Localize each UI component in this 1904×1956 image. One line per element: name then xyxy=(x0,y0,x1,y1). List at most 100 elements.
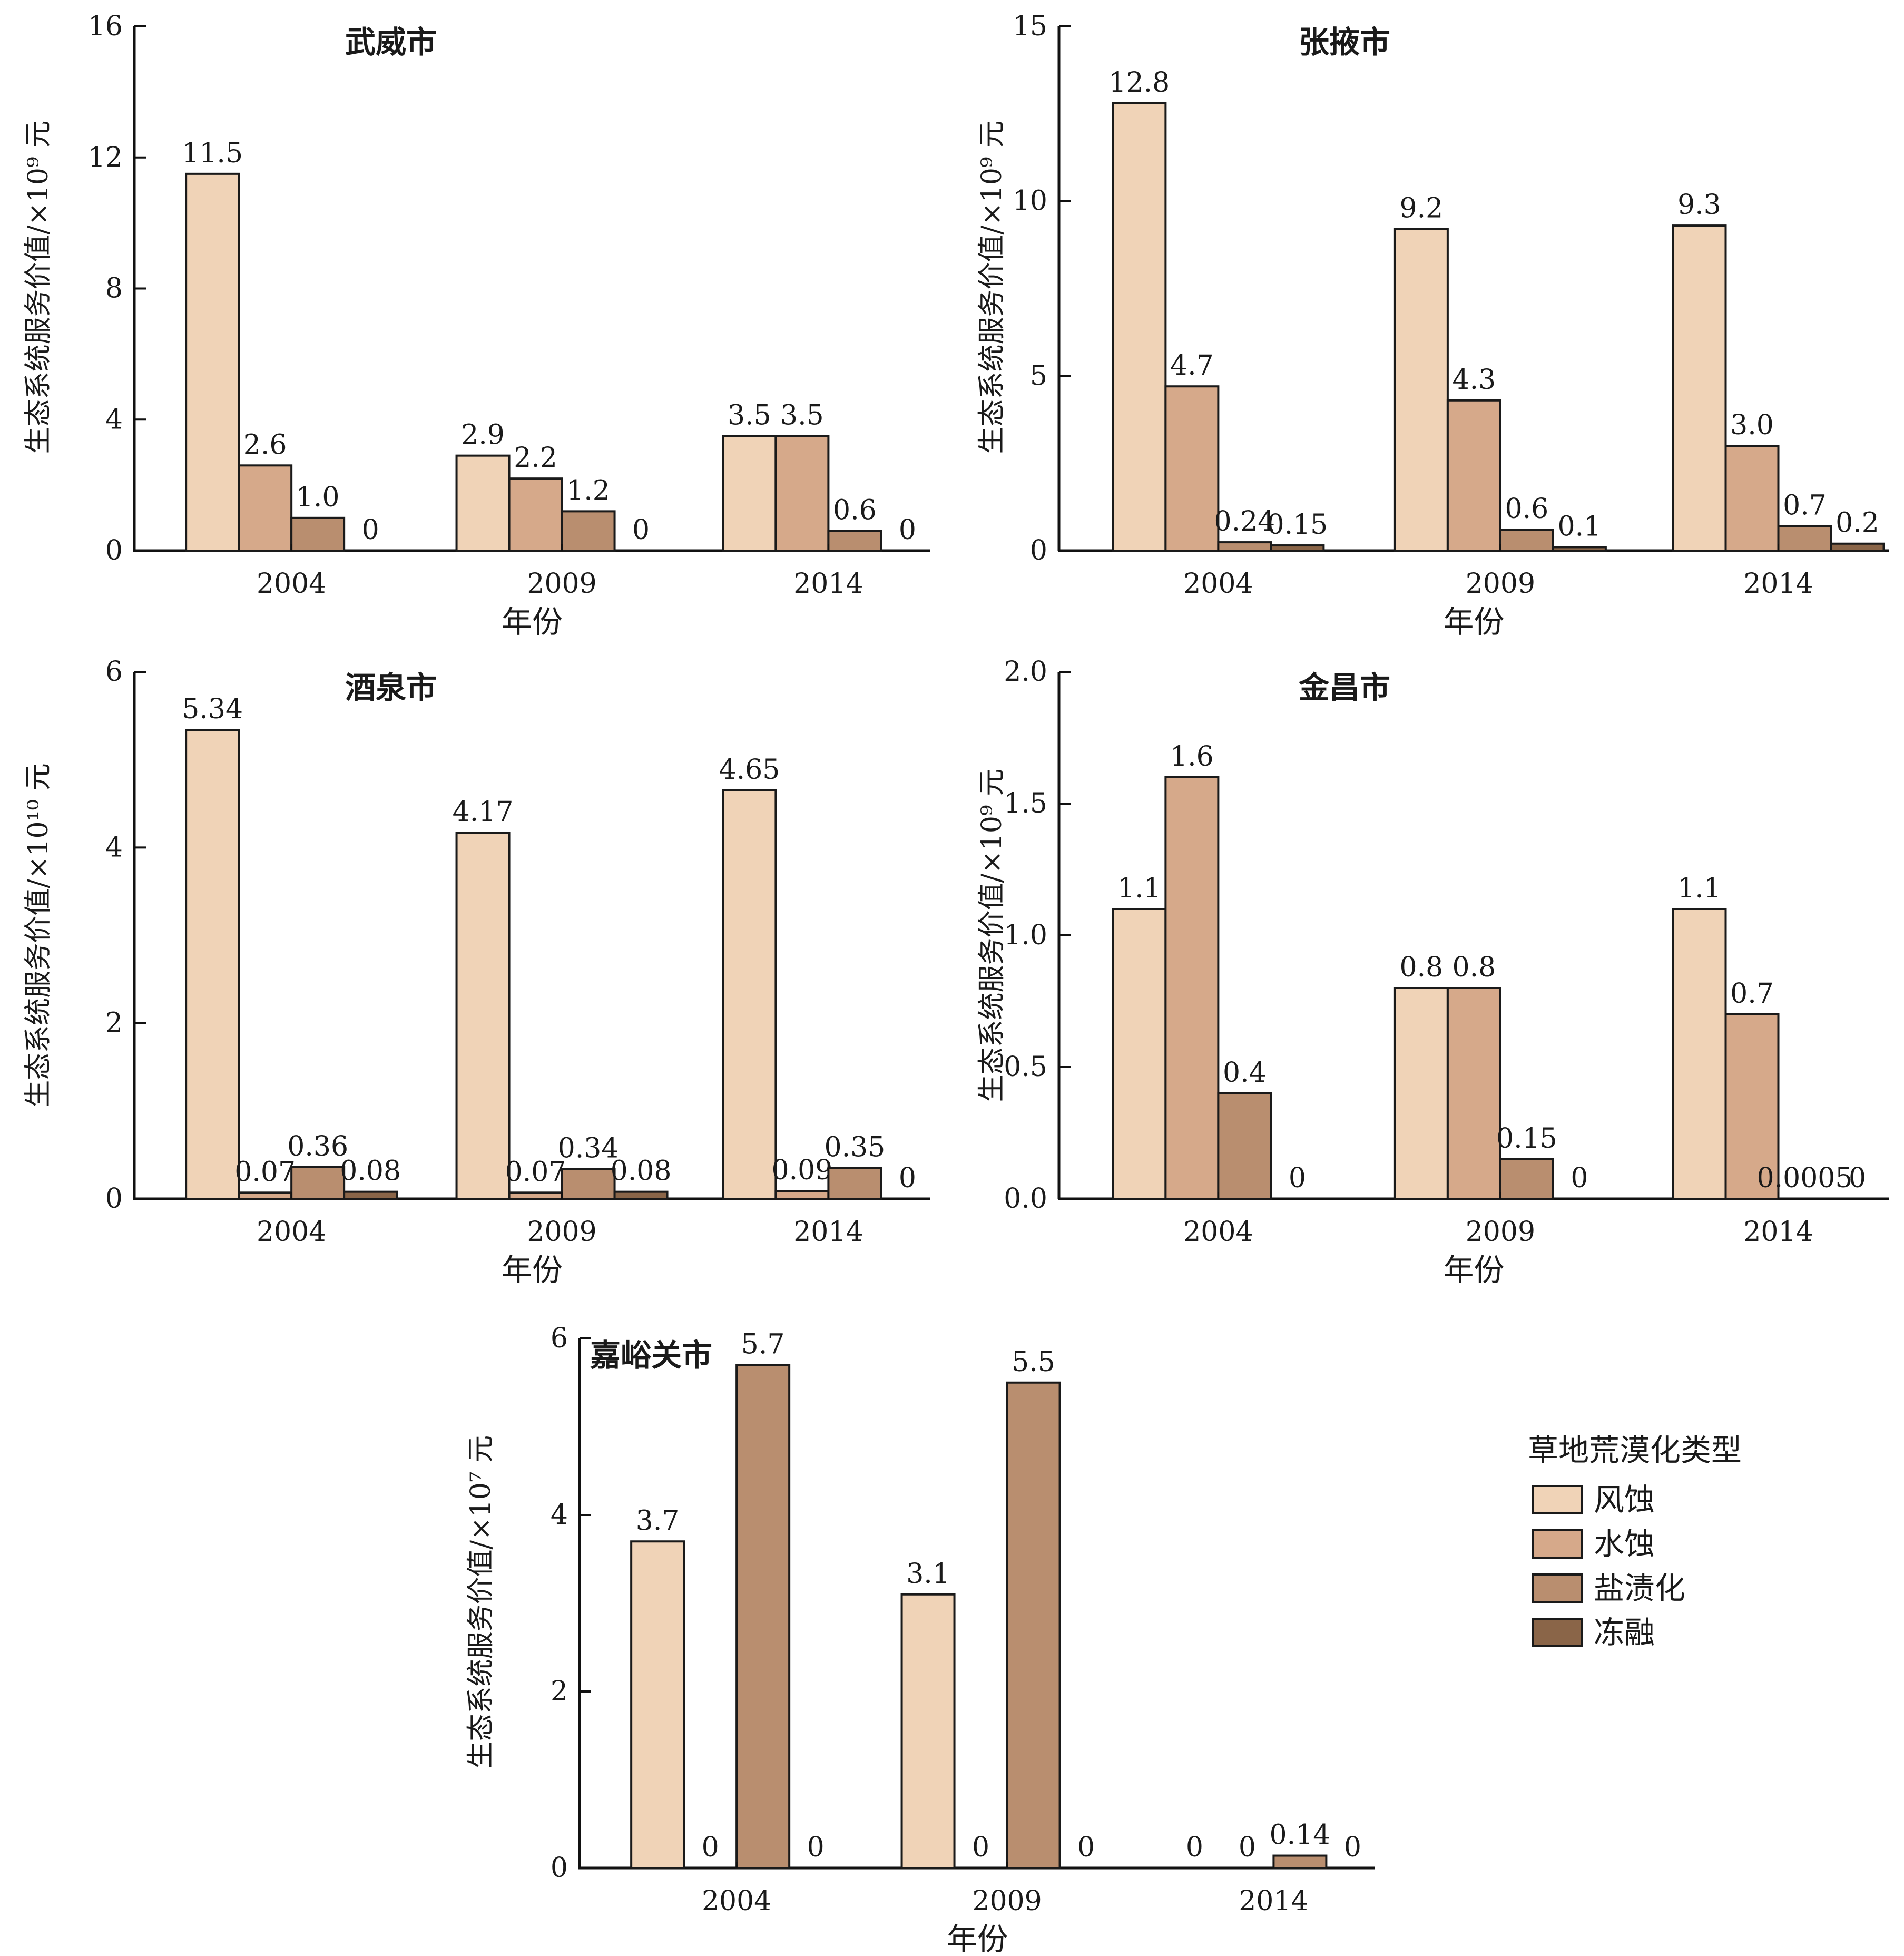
bar xyxy=(827,530,882,552)
bar xyxy=(508,1191,563,1200)
bar xyxy=(1724,1013,1780,1200)
legend-swatch xyxy=(1532,1529,1583,1559)
bar xyxy=(1272,1854,1328,1870)
bar xyxy=(1830,542,1885,552)
bar-value-label: 9.2 xyxy=(1400,193,1444,224)
bar-value-label: 0.35 xyxy=(825,1132,886,1163)
x-tick-label: 2014 xyxy=(793,568,863,600)
y-tick-label: 8 xyxy=(105,273,123,305)
bar-value-label: 1.1 xyxy=(1117,873,1161,904)
x-tick-label: 2009 xyxy=(527,1216,596,1248)
bar xyxy=(1499,1158,1554,1200)
bar-value-label: 4.7 xyxy=(1170,350,1214,382)
x-axis-label: 年份 xyxy=(947,1921,1008,1956)
bar-value-label: 0.6 xyxy=(833,495,877,526)
bar xyxy=(722,789,777,1200)
legend-item-label: 水蚀 xyxy=(1594,1526,1655,1562)
y-axis-label: 生态系统服务价值/×10⁹ 元 xyxy=(976,121,1008,454)
bar-value-label: 0 xyxy=(632,514,650,546)
bar-value-label: 0.14 xyxy=(1270,1820,1331,1851)
bar-value-label: 0.09 xyxy=(772,1155,833,1186)
y-tick-label: 0 xyxy=(1030,535,1047,566)
panel-title: 嘉峪关市 xyxy=(590,1337,712,1373)
bar-value-label: 1.0 xyxy=(296,482,340,513)
bar xyxy=(735,1364,791,1869)
panel-title: 酒泉市 xyxy=(345,670,437,706)
bar-value-label: 0.0005 xyxy=(1757,1162,1853,1194)
x-axis-label: 年份 xyxy=(1443,1252,1504,1288)
bar-value-label: 0.36 xyxy=(287,1131,348,1162)
y-tick-label: 6 xyxy=(551,1323,568,1354)
bar xyxy=(185,172,240,552)
bar xyxy=(1393,228,1449,552)
y-tick-label: 0 xyxy=(551,1852,568,1884)
x-tick-label: 2009 xyxy=(527,568,596,600)
x-tick-label: 2009 xyxy=(1466,568,1535,600)
bar-value-label: 0.2 xyxy=(1836,507,1879,539)
bar xyxy=(1270,544,1325,552)
bar xyxy=(1112,908,1167,1200)
bar xyxy=(1164,385,1220,552)
y-tick-label: 0 xyxy=(105,535,123,566)
bar-value-label: 1.1 xyxy=(1677,873,1721,904)
y-axis-label: 生态系统服务价值/×10⁹ 元 xyxy=(23,121,54,454)
bar-value-label: 4.3 xyxy=(1452,364,1496,396)
bar xyxy=(613,1190,669,1200)
y-tick-label: 16 xyxy=(88,11,123,42)
bar-value-label: 4.65 xyxy=(719,754,780,786)
bar-value-label: 0 xyxy=(1239,1832,1256,1863)
bar-value-label: 0.6 xyxy=(1505,493,1549,525)
y-axis-label: 生态系统服务价值/×10⁷ 元 xyxy=(465,1435,497,1769)
x-tick-label: 2004 xyxy=(257,1216,326,1248)
y-axis-label: 生态系统服务价值/×10⁹ 元 xyxy=(976,769,1008,1102)
y-tick-label: 5 xyxy=(1030,360,1047,392)
bar-value-label: 0 xyxy=(899,1162,916,1194)
bar-value-label: 3.5 xyxy=(780,399,824,431)
bar-value-label: 0.7 xyxy=(1783,490,1827,522)
bar xyxy=(1672,224,1727,552)
bar-value-label: 5.34 xyxy=(182,693,243,725)
x-tick-label: 2014 xyxy=(1743,568,1813,600)
panel-title: 金昌市 xyxy=(1299,670,1390,706)
bar-value-label: 0.08 xyxy=(611,1156,672,1187)
y-tick-label: 4 xyxy=(105,404,123,435)
y-tick-label: 6 xyxy=(105,656,123,688)
bar-value-label: 0.24 xyxy=(1214,506,1275,537)
bar-value-label: 0.07 xyxy=(234,1156,296,1188)
bar xyxy=(1777,525,1832,552)
y-tick-label: 0.5 xyxy=(1004,1051,1047,1083)
bar-value-label: 2.2 xyxy=(514,442,557,474)
y-tick-label: 1.0 xyxy=(1004,920,1047,951)
bar-value-label: 0 xyxy=(1344,1832,1361,1863)
bar-value-label: 3.7 xyxy=(636,1505,680,1537)
x-tick-label: 2014 xyxy=(1239,1885,1308,1917)
y-tick-label: 0 xyxy=(105,1183,123,1215)
bar-value-label: 3.5 xyxy=(728,399,771,431)
legend-item-label: 冻融 xyxy=(1594,1615,1655,1650)
bar xyxy=(827,1167,882,1200)
bar xyxy=(1446,987,1501,1200)
bar-value-label: 9.3 xyxy=(1677,189,1721,221)
x-tick-label: 2014 xyxy=(793,1216,863,1248)
bar xyxy=(290,1166,346,1200)
bar xyxy=(238,1191,293,1200)
bar xyxy=(1446,399,1501,552)
x-tick-label: 2004 xyxy=(257,568,326,600)
bar xyxy=(1112,102,1167,552)
bar-value-label: 0.8 xyxy=(1400,952,1444,983)
bar-value-label: 3.1 xyxy=(906,1558,950,1590)
bar xyxy=(1552,546,1607,552)
x-axis-label: 年份 xyxy=(1443,604,1504,640)
y-tick-label: 10 xyxy=(1013,185,1047,217)
y-tick-label: 12 xyxy=(88,142,123,173)
y-tick-label: 1.5 xyxy=(1004,788,1047,819)
y-tick-label: 2 xyxy=(105,1008,123,1039)
bar xyxy=(774,435,830,552)
bar-value-label: 0 xyxy=(1186,1832,1203,1863)
bar xyxy=(455,832,511,1200)
bar-value-label: 0.7 xyxy=(1730,978,1774,1010)
x-tick-label: 2004 xyxy=(1183,568,1253,600)
